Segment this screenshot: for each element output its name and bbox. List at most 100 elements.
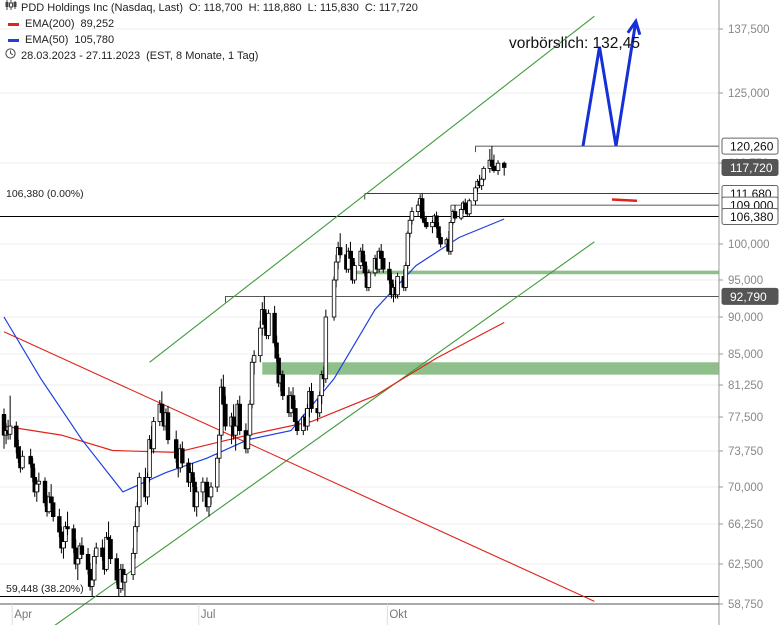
candle-body	[233, 425, 238, 436]
candle-body	[387, 268, 392, 281]
support-zone	[262, 362, 719, 375]
candle-body	[42, 480, 48, 504]
candle	[473, 185, 478, 206]
candle	[438, 233, 443, 248]
ema50-swatch	[8, 38, 19, 42]
candle	[262, 296, 267, 329]
candle	[272, 305, 277, 347]
candle-body	[89, 579, 95, 587]
candle	[79, 537, 85, 559]
candle	[323, 309, 329, 383]
candle-body	[145, 476, 150, 498]
candle-body	[458, 209, 464, 219]
candle-body	[407, 219, 413, 234]
ema200-marker	[611, 198, 638, 203]
candle	[20, 450, 25, 470]
close-value: C: 117,720	[364, 2, 418, 14]
target-label: vorbörslich: 132,45	[509, 35, 640, 52]
candle	[137, 472, 142, 512]
candle-body	[65, 526, 70, 530]
candle-body	[135, 506, 140, 528]
candle	[501, 161, 507, 176]
candle	[405, 231, 411, 270]
candle-body	[290, 395, 296, 409]
candle-body	[165, 412, 171, 441]
candle-body	[92, 556, 97, 581]
candle	[249, 358, 255, 409]
candle-body	[16, 446, 21, 459]
candle-body	[489, 159, 495, 167]
candle	[132, 521, 138, 559]
candle	[151, 417, 156, 454]
high-value: H: 118,880	[248, 2, 302, 14]
candle	[221, 374, 226, 409]
y-tick-label: 100,000	[728, 239, 770, 251]
y-tick-label: 85,000	[728, 349, 763, 361]
trend-lines	[3, 15, 595, 625]
channel-upper-line	[149, 15, 595, 363]
candle-body	[249, 361, 255, 405]
candle	[223, 395, 228, 431]
candle-body	[34, 483, 39, 493]
ema200-value: 89,252	[80, 18, 115, 30]
candle-body	[122, 574, 128, 583]
candle-body	[452, 211, 458, 219]
candle	[495, 160, 501, 175]
price-tags: 120,260117,720111,680109,000106,38092,79…	[721, 137, 779, 305]
candle-body	[294, 421, 300, 431]
x-axis: Apr Jul Okt	[0, 603, 719, 625]
price-tag-box	[721, 137, 779, 155]
candle-body	[208, 486, 214, 498]
period-range: 28.03.2023 - 27.11.2023	[21, 50, 141, 62]
candle-body	[491, 165, 497, 171]
candle-body	[262, 309, 267, 325]
ema50-label: EMA(50)	[25, 34, 69, 46]
candle	[337, 233, 343, 259]
candle-body	[20, 455, 25, 469]
candle-body	[132, 526, 138, 554]
y-tick-label: 70,000	[728, 482, 763, 494]
candle	[208, 482, 214, 505]
candle-body	[200, 481, 206, 493]
candle-body	[100, 547, 105, 557]
price-tag-label: 117,720	[730, 161, 773, 175]
forecast-path	[581, 17, 642, 147]
candle-body	[57, 516, 62, 533]
y-tick-label: 125,000	[728, 88, 770, 100]
candle	[419, 193, 425, 221]
candle-body	[280, 374, 285, 397]
candle	[467, 198, 472, 216]
candle	[194, 487, 199, 517]
candlestick-icon	[5, 0, 17, 16]
candle-body	[272, 312, 277, 344]
candle-body	[405, 232, 411, 266]
candle	[94, 542, 99, 564]
y-tick-label: 62,500	[728, 559, 763, 571]
candle	[1, 408, 7, 449]
candle-body	[258, 327, 263, 357]
downtrend-line	[3, 331, 595, 602]
candle-body	[422, 217, 427, 223]
candle-body	[237, 403, 242, 432]
candle-body	[206, 496, 212, 508]
candle-body	[501, 162, 507, 168]
candle	[403, 262, 408, 292]
legend-ema50: EMA(50) 105,780	[0, 32, 418, 48]
horizontal-levels	[0, 145, 719, 598]
y-tick-label: 77,500	[728, 412, 763, 424]
candle	[409, 207, 415, 225]
candle	[280, 370, 285, 400]
clock-icon	[5, 47, 17, 65]
ema200-label: EMA(200)	[25, 18, 75, 30]
candle-body	[479, 178, 484, 187]
candle-body	[317, 395, 322, 414]
price-tag-label: 106,380	[730, 210, 774, 224]
candle	[42, 477, 48, 507]
candle-body	[180, 448, 185, 464]
candle	[7, 395, 13, 440]
candle-body	[28, 455, 33, 465]
candle	[214, 453, 220, 492]
candle-body	[130, 552, 136, 576]
support-zone	[352, 270, 719, 275]
